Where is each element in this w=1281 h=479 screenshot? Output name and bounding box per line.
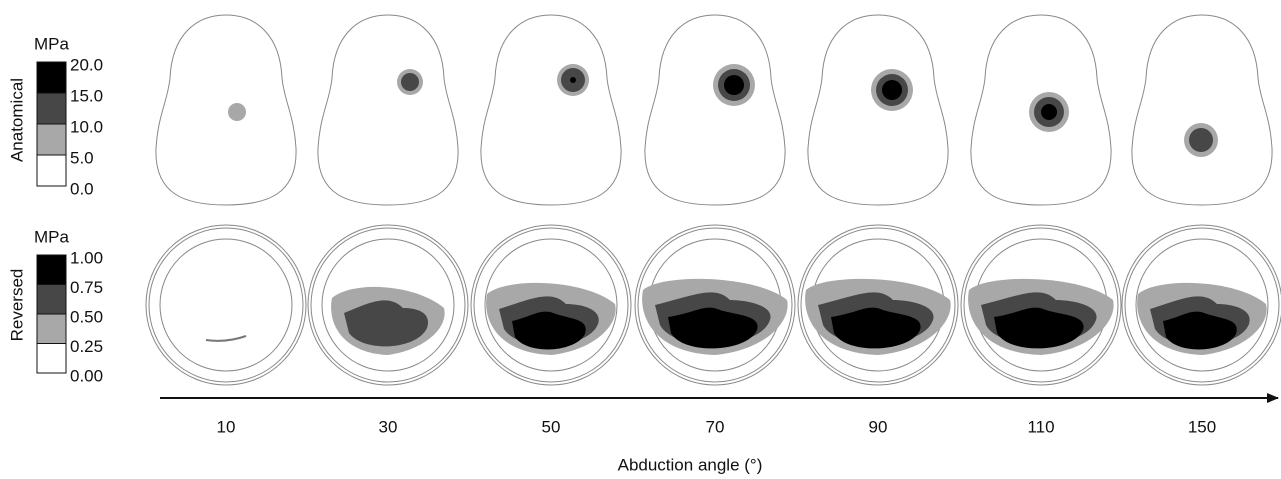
legend-tick-label: 0.50: [70, 307, 103, 326]
legend-swatch: [36, 313, 67, 344]
cup-ring: [473, 227, 629, 383]
row-label: Reversed: [7, 269, 26, 342]
cup-ring: [1124, 227, 1280, 383]
cup-ring: [310, 227, 466, 383]
legend-tick-label: 15.0: [70, 86, 103, 105]
legend-tick-label: 0.75: [70, 278, 103, 297]
glenoid-outline: [644, 14, 786, 206]
stress-contour: [228, 103, 246, 121]
legend-tick-label: 20.0: [70, 55, 103, 74]
glenoid-outline: [317, 14, 459, 206]
glenoid-outline: [807, 14, 949, 206]
cup-ring: [960, 224, 1122, 386]
cup-ring: [307, 224, 469, 386]
stress-contour: [882, 80, 902, 100]
angle-label: 150: [1188, 417, 1216, 436]
stress-contour: [1189, 128, 1213, 152]
cup-ring: [145, 224, 307, 386]
cup-inner: [1135, 238, 1269, 372]
cup-ring: [800, 227, 956, 383]
cup-ring: [148, 227, 304, 383]
legend-tick-label: 5.0: [70, 148, 94, 167]
legend-tick-label: 10.0: [70, 117, 103, 136]
cup-ring: [963, 227, 1119, 383]
legend-swatch: [36, 61, 67, 94]
cup-inner: [484, 238, 618, 372]
legend-swatch: [36, 254, 67, 285]
legend-swatch: [36, 284, 67, 315]
stress-contour: [994, 307, 1084, 349]
angle-label: 10: [217, 417, 236, 436]
legend-tick-label: 0.00: [70, 366, 103, 385]
stress-contour: [831, 307, 921, 349]
stress-contour: [344, 300, 429, 347]
cup-inner: [159, 238, 293, 372]
stress-contour: [512, 311, 586, 350]
cup-ring: [797, 224, 959, 386]
cup-ring: [637, 227, 793, 383]
angle-label: 30: [379, 417, 398, 436]
legend-unit: MPa: [34, 34, 70, 53]
stress-contour: [724, 75, 744, 95]
legend-swatch: [36, 343, 67, 374]
axis-label: Abduction angle (°): [618, 455, 763, 474]
cup-ring: [470, 224, 632, 386]
legend-unit: MPa: [34, 227, 70, 246]
cup-ring: [1121, 224, 1281, 386]
legend-tick-label: 1.00: [70, 248, 103, 267]
legend-swatch: [36, 123, 67, 156]
stress-contour: [570, 77, 576, 83]
stress-contour: [1041, 104, 1057, 120]
legend-tick-label: 0.25: [70, 337, 103, 356]
stress-contour: [668, 307, 758, 349]
stress-contour: [401, 73, 419, 91]
angle-label: 70: [706, 417, 725, 436]
stress-contour: [205, 335, 247, 342]
stress-contour: [1163, 311, 1237, 350]
legend-swatch: [36, 154, 67, 187]
legend-tick-label: 0.0: [70, 179, 94, 198]
row-label: Anatomical: [7, 78, 26, 162]
glenoid-outline: [1131, 14, 1273, 206]
angle-label: 110: [1027, 417, 1054, 436]
glenoid-outline: [480, 14, 622, 206]
cup-inner: [321, 238, 455, 372]
cup-ring: [634, 224, 796, 386]
angle-label: 90: [869, 417, 888, 436]
glenoid-outline: [155, 14, 297, 206]
angle-label: 50: [542, 417, 561, 436]
legend-swatch: [36, 92, 67, 125]
